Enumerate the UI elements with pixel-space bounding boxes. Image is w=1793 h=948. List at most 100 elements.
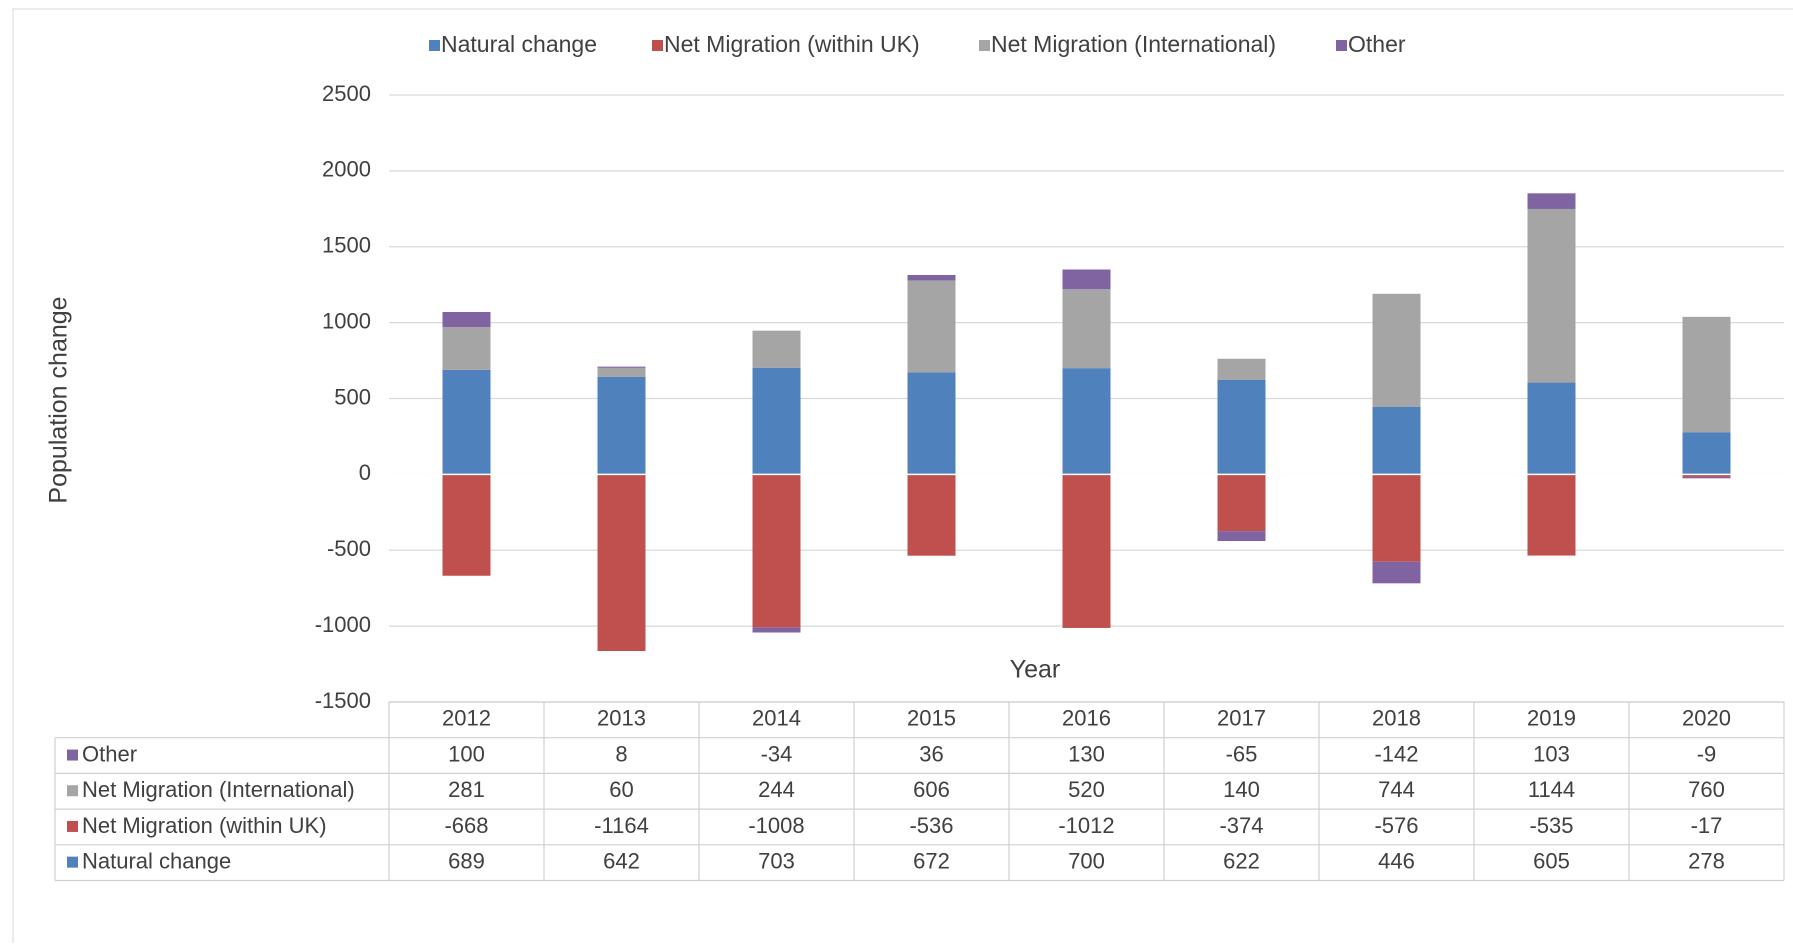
table-cell: 700 xyxy=(1068,848,1105,873)
table-cell: -374 xyxy=(1219,813,1263,838)
table-cell: -34 xyxy=(761,741,793,766)
bar xyxy=(1527,474,1576,556)
y-tick-label: -1500 xyxy=(315,688,371,713)
legend-label: Net Migration (International) xyxy=(991,31,1276,57)
bar xyxy=(1682,476,1731,479)
bar xyxy=(1372,561,1421,584)
table-cell: -576 xyxy=(1374,813,1418,838)
table-cell: 140 xyxy=(1223,777,1260,802)
bar xyxy=(1217,358,1266,380)
table-cell: -668 xyxy=(444,813,488,838)
bar xyxy=(1372,406,1421,475)
bar xyxy=(1062,289,1111,369)
legend-swatch xyxy=(652,40,663,51)
bar xyxy=(907,280,956,373)
table-cell: 642 xyxy=(603,848,640,873)
table-cell: -142 xyxy=(1374,741,1418,766)
bar xyxy=(1372,474,1421,562)
x-tick-label: 2013 xyxy=(597,706,646,731)
table-swatch xyxy=(67,785,78,797)
bar xyxy=(1062,269,1111,290)
x-tick-label: 2018 xyxy=(1372,706,1421,731)
table-cell: -17 xyxy=(1691,813,1723,838)
bar xyxy=(1527,382,1576,475)
bar xyxy=(1372,293,1421,407)
table-row-label: Other xyxy=(82,741,137,766)
table-cell: 689 xyxy=(448,848,485,873)
table-swatch xyxy=(67,749,78,761)
legend-label: Natural change xyxy=(441,31,597,57)
bar xyxy=(442,474,491,576)
x-tick-label: 2014 xyxy=(752,706,801,731)
table-swatch xyxy=(67,820,78,832)
table-cell: 744 xyxy=(1378,777,1415,802)
bar xyxy=(1217,474,1266,532)
legend-label: Net Migration (within UK) xyxy=(664,31,920,57)
table-cell: 281 xyxy=(448,777,485,802)
table-cell: 446 xyxy=(1378,848,1415,873)
table-cell: 36 xyxy=(919,741,943,766)
bar xyxy=(1217,379,1266,475)
bar xyxy=(442,327,491,370)
table-cell: -1008 xyxy=(748,813,804,838)
bar xyxy=(907,474,956,556)
table-cell: 1144 xyxy=(1528,777,1575,802)
x-tick-label: 2020 xyxy=(1682,706,1731,731)
table-row-label: Natural change xyxy=(82,848,231,873)
legend-label: Other xyxy=(1348,31,1406,57)
table-cell: 622 xyxy=(1223,848,1260,873)
x-tick-label: 2017 xyxy=(1217,706,1266,731)
x-tick-label: 2019 xyxy=(1527,706,1576,731)
y-tick-label: 500 xyxy=(334,384,371,409)
y-tick-label: 2500 xyxy=(322,81,371,106)
bar xyxy=(907,372,956,475)
bar xyxy=(1527,208,1576,383)
y-tick-label: 0 xyxy=(359,460,371,485)
legend-swatch xyxy=(429,40,440,51)
table-cell: 60 xyxy=(609,777,633,802)
table-row-label: Net Migration (within UK) xyxy=(82,813,327,838)
table-cell: 605 xyxy=(1533,848,1570,873)
bar xyxy=(752,367,801,475)
table-cell: 130 xyxy=(1068,741,1105,766)
table-cell: -65 xyxy=(1226,741,1258,766)
bar xyxy=(597,367,646,377)
y-axis-label: Population change xyxy=(45,296,73,503)
table-cell: 672 xyxy=(913,848,950,873)
bar xyxy=(752,627,801,633)
table-cell: 103 xyxy=(1533,741,1570,766)
table-cell: -536 xyxy=(909,813,953,838)
bar xyxy=(1682,474,1731,477)
table-cell: -1012 xyxy=(1058,813,1114,838)
y-tick-label: 2000 xyxy=(322,157,371,182)
table-cell: 760 xyxy=(1688,777,1725,802)
table-swatch xyxy=(67,856,78,868)
y-tick-label: -500 xyxy=(327,536,371,561)
table-row-label: Net Migration (International) xyxy=(82,777,355,802)
legend-swatch xyxy=(1336,40,1347,51)
table-cell: -535 xyxy=(1529,813,1573,838)
bar xyxy=(442,312,491,328)
bar xyxy=(752,474,801,628)
chart-border xyxy=(12,8,1793,948)
y-tick-label: -1000 xyxy=(315,612,371,637)
table-cell: 244 xyxy=(758,777,795,802)
x-tick-label: 2015 xyxy=(907,706,956,731)
bar xyxy=(752,330,801,368)
bar xyxy=(442,369,491,475)
bar xyxy=(597,376,646,475)
table-cell: 8 xyxy=(615,741,627,766)
bar xyxy=(597,474,646,652)
bar xyxy=(597,366,646,368)
y-tick-label: 1000 xyxy=(322,308,371,333)
bar xyxy=(1682,432,1731,475)
bar xyxy=(1217,531,1266,541)
x-tick-label: 2016 xyxy=(1062,706,1111,731)
bar xyxy=(1062,368,1111,475)
table-cell: 278 xyxy=(1688,848,1725,873)
table-cell: -9 xyxy=(1697,741,1717,766)
table-cell: 606 xyxy=(913,777,950,802)
bar xyxy=(1682,316,1731,433)
bar xyxy=(1527,193,1576,209)
